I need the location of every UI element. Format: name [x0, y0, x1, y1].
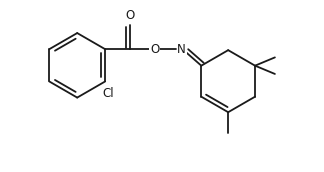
Text: O: O: [125, 9, 134, 22]
Text: Cl: Cl: [103, 87, 114, 100]
Text: O: O: [150, 43, 159, 56]
Text: N: N: [177, 43, 186, 56]
